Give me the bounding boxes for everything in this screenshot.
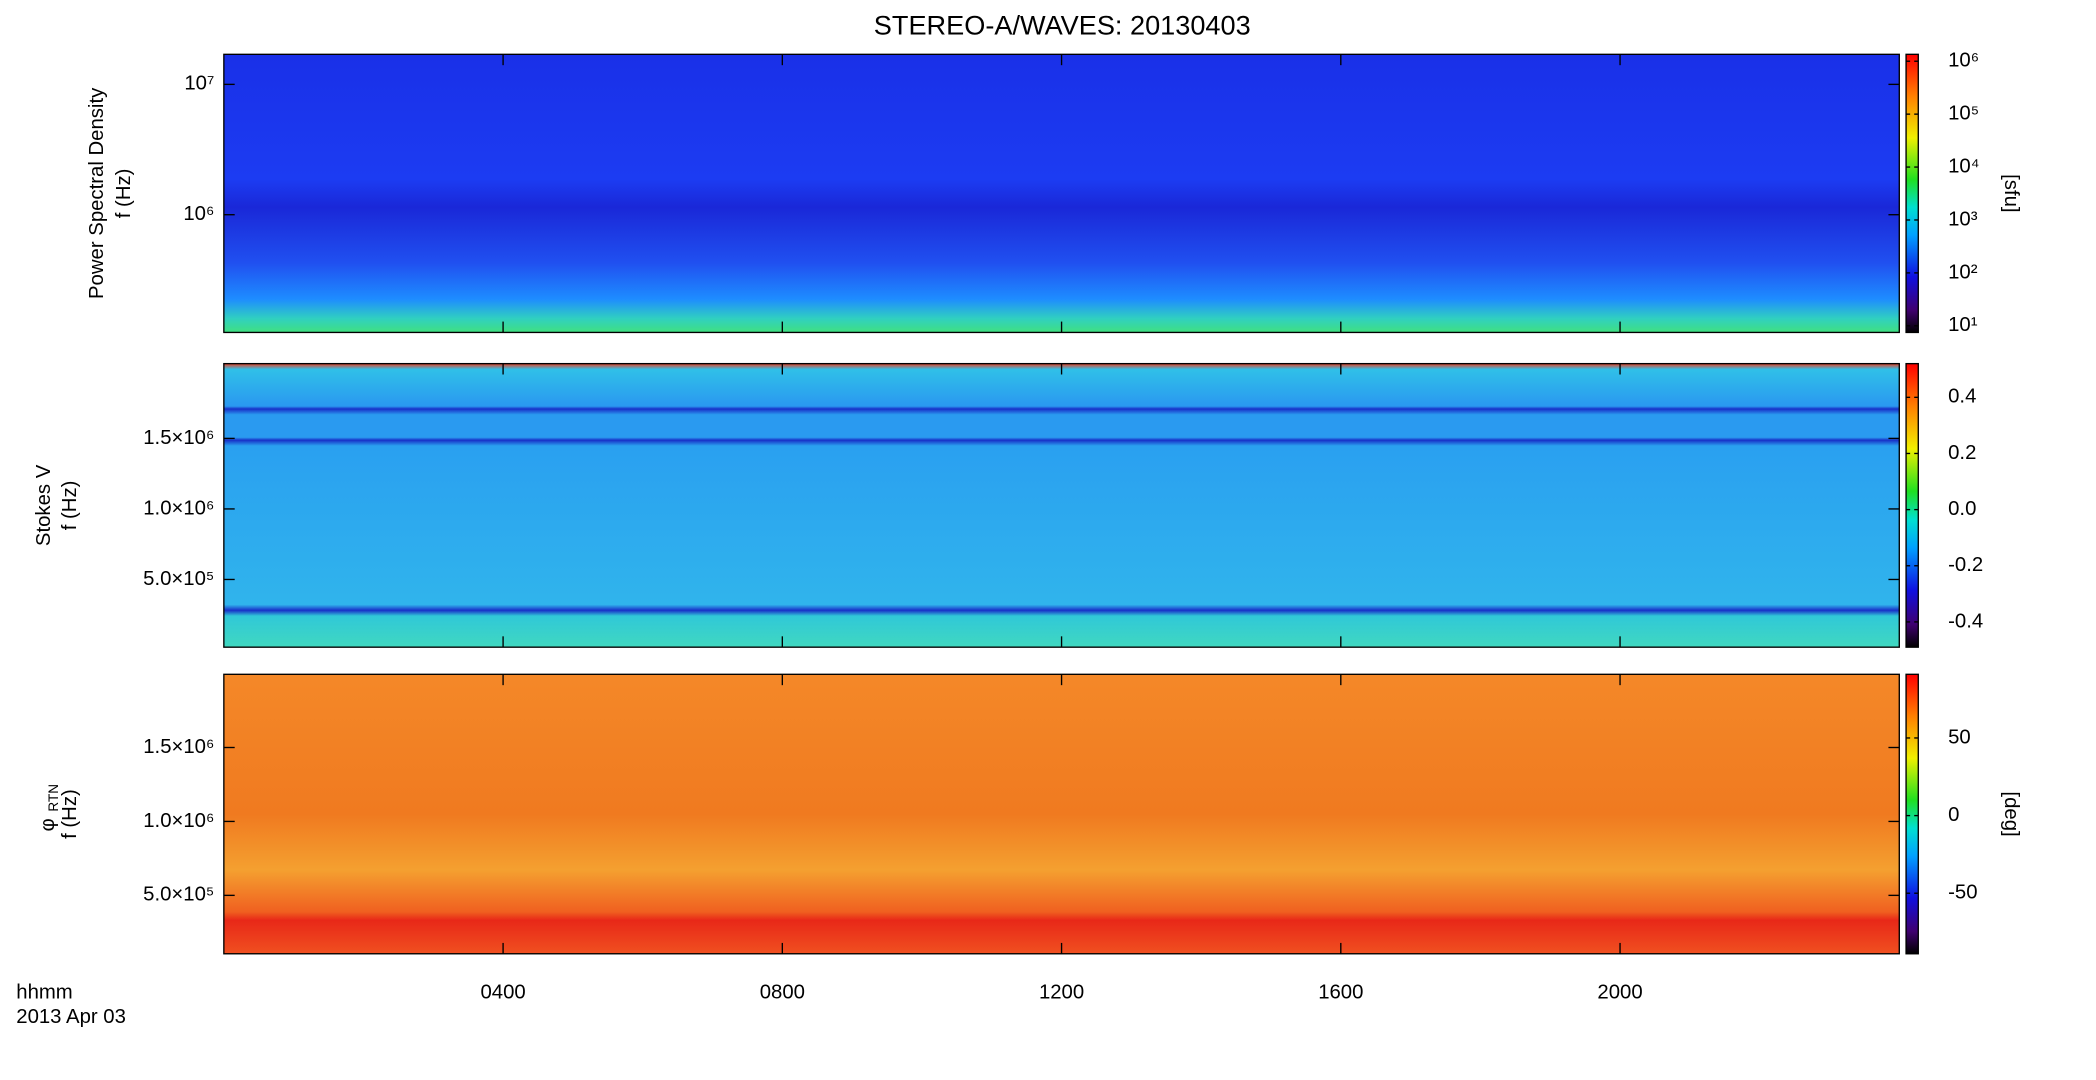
x-tick-label: 0800: [760, 981, 805, 1003]
y-axis-label: φ: [37, 818, 59, 831]
colorbar-tick-label: 10⁵: [1948, 103, 1979, 125]
colorbar-tick-label: 0.2: [1948, 442, 1976, 464]
colorbar-tick-label: 0: [1948, 804, 1959, 826]
title: STEREO-A/WAVES: 20130403: [874, 9, 1251, 40]
colorbar-tick-label: -0.2: [1948, 554, 1983, 576]
colorbar-tick-label: 0.4: [1948, 386, 1976, 408]
y-tick-label: 5.0×10⁵: [143, 884, 214, 906]
colorbar-tick-label: 50: [1948, 726, 1971, 748]
colorbar-tick-label: -0.4: [1948, 610, 1983, 632]
y-axis-label-sub: RTN: [46, 784, 61, 812]
y-axis-label: Stokes V: [33, 464, 55, 546]
x-tick-label: 1600: [1318, 981, 1363, 1003]
y-tick-label: 1.0×10⁶: [143, 810, 214, 832]
colorbar-label: [sfu]: [2000, 174, 2022, 212]
y-tick-label: 1.0×10⁶: [143, 497, 214, 519]
y-tick-label: 10⁶: [183, 203, 214, 225]
date-label: 2013 Apr 03: [16, 1006, 126, 1028]
colorbar-tick-label: 10²: [1948, 261, 1978, 283]
colorbar: [1905, 673, 1919, 955]
y-axis-label-freq: f (Hz): [59, 789, 81, 839]
x-tick-label: 2000: [1597, 981, 1642, 1003]
y-axis-label: Power Spectral Density: [86, 87, 108, 299]
x-tick-label: 1200: [1039, 981, 1084, 1003]
y-axis-label-freq: f (Hz): [59, 481, 81, 531]
colorbar-tick-label: -50: [1948, 882, 1977, 904]
spectrogram: [223, 673, 1900, 955]
y-axis-label-freq: f (Hz): [113, 169, 135, 219]
colorbar-tick-label: 10³: [1948, 208, 1978, 230]
colorbar-tick-label: 10¹: [1948, 314, 1978, 336]
colorbar-label: [deg]: [2000, 791, 2022, 836]
colorbar-tick-label: 10⁴: [1948, 155, 1979, 177]
colorbar: [1905, 53, 1919, 334]
x-tick-label: 0400: [480, 981, 525, 1003]
y-tick-label: 5.0×10⁵: [143, 568, 214, 590]
y-tick-label: 1.5×10⁶: [143, 427, 214, 449]
x-axis-label: hhmm: [16, 981, 72, 1003]
y-tick-label: 10⁷: [184, 73, 214, 95]
colorbar: [1905, 362, 1919, 648]
colorbar-tick-label: 10⁶: [1948, 50, 1979, 72]
y-tick-label: 1.5×10⁶: [143, 736, 214, 758]
spectrogram: [223, 53, 1900, 334]
spectrogram: [223, 362, 1900, 648]
colorbar-tick-label: 0.0: [1948, 498, 1976, 520]
